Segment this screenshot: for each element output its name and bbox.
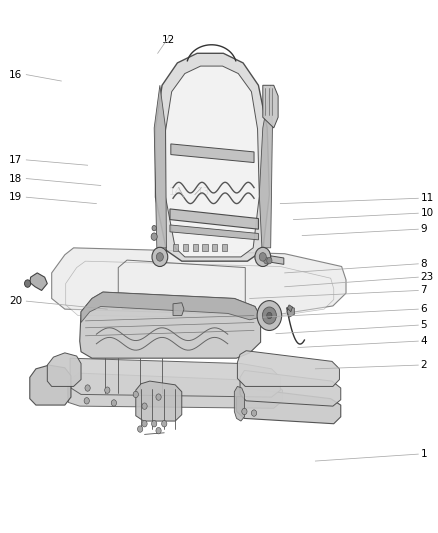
- Text: 6: 6: [420, 304, 427, 314]
- Circle shape: [133, 391, 138, 398]
- Polygon shape: [287, 305, 293, 312]
- Text: 23: 23: [420, 272, 434, 282]
- Polygon shape: [259, 85, 272, 248]
- Circle shape: [267, 312, 272, 319]
- Text: 18: 18: [9, 174, 22, 183]
- Polygon shape: [136, 381, 182, 421]
- Text: 12: 12: [162, 35, 175, 45]
- Polygon shape: [212, 244, 217, 251]
- Circle shape: [156, 394, 161, 400]
- Polygon shape: [202, 244, 208, 251]
- Circle shape: [152, 225, 156, 231]
- Circle shape: [267, 257, 272, 264]
- Polygon shape: [166, 66, 259, 257]
- Circle shape: [156, 427, 161, 434]
- Polygon shape: [263, 85, 278, 128]
- Circle shape: [138, 426, 143, 432]
- Text: 16: 16: [9, 70, 22, 79]
- Text: 13: 13: [197, 187, 210, 197]
- Circle shape: [152, 421, 157, 427]
- Circle shape: [251, 410, 257, 416]
- Polygon shape: [81, 292, 261, 322]
- Text: 11: 11: [420, 193, 434, 203]
- Polygon shape: [170, 225, 258, 240]
- Circle shape: [156, 253, 163, 261]
- Polygon shape: [70, 358, 280, 397]
- Polygon shape: [240, 370, 341, 406]
- Polygon shape: [271, 256, 284, 264]
- Polygon shape: [222, 244, 227, 251]
- Text: 20: 20: [9, 296, 22, 306]
- Polygon shape: [30, 365, 71, 405]
- Text: 1: 1: [420, 449, 427, 459]
- Polygon shape: [68, 373, 283, 408]
- Text: 2: 2: [420, 360, 427, 370]
- Circle shape: [85, 385, 90, 391]
- Polygon shape: [287, 306, 294, 317]
- Circle shape: [105, 387, 110, 393]
- Polygon shape: [237, 351, 339, 386]
- Polygon shape: [30, 273, 47, 290]
- Text: 5: 5: [420, 320, 427, 330]
- Polygon shape: [237, 388, 341, 424]
- Polygon shape: [154, 85, 166, 248]
- Circle shape: [264, 257, 269, 264]
- Text: 17: 17: [9, 155, 22, 165]
- Text: 14: 14: [169, 187, 182, 197]
- Circle shape: [242, 408, 247, 415]
- Polygon shape: [193, 244, 198, 251]
- Polygon shape: [173, 244, 178, 251]
- Polygon shape: [47, 353, 81, 386]
- Circle shape: [25, 280, 31, 287]
- Text: 10: 10: [420, 208, 434, 218]
- Polygon shape: [173, 303, 184, 316]
- Polygon shape: [155, 53, 269, 261]
- Polygon shape: [171, 144, 254, 163]
- Polygon shape: [66, 261, 334, 318]
- Text: 19: 19: [9, 192, 22, 202]
- Polygon shape: [80, 292, 261, 358]
- Text: 4: 4: [420, 336, 427, 346]
- Polygon shape: [234, 386, 244, 421]
- Text: 8: 8: [420, 259, 427, 269]
- Circle shape: [142, 421, 147, 427]
- Circle shape: [162, 421, 167, 427]
- Circle shape: [259, 253, 266, 261]
- Circle shape: [257, 301, 282, 330]
- Polygon shape: [183, 244, 188, 251]
- Circle shape: [152, 247, 168, 266]
- Circle shape: [111, 400, 117, 406]
- Circle shape: [151, 233, 157, 240]
- Polygon shape: [170, 209, 258, 229]
- Circle shape: [255, 247, 271, 266]
- Circle shape: [84, 398, 89, 404]
- Polygon shape: [52, 248, 346, 316]
- Text: 7: 7: [420, 286, 427, 295]
- Circle shape: [262, 307, 276, 324]
- Text: 9: 9: [420, 224, 427, 234]
- Circle shape: [142, 403, 147, 409]
